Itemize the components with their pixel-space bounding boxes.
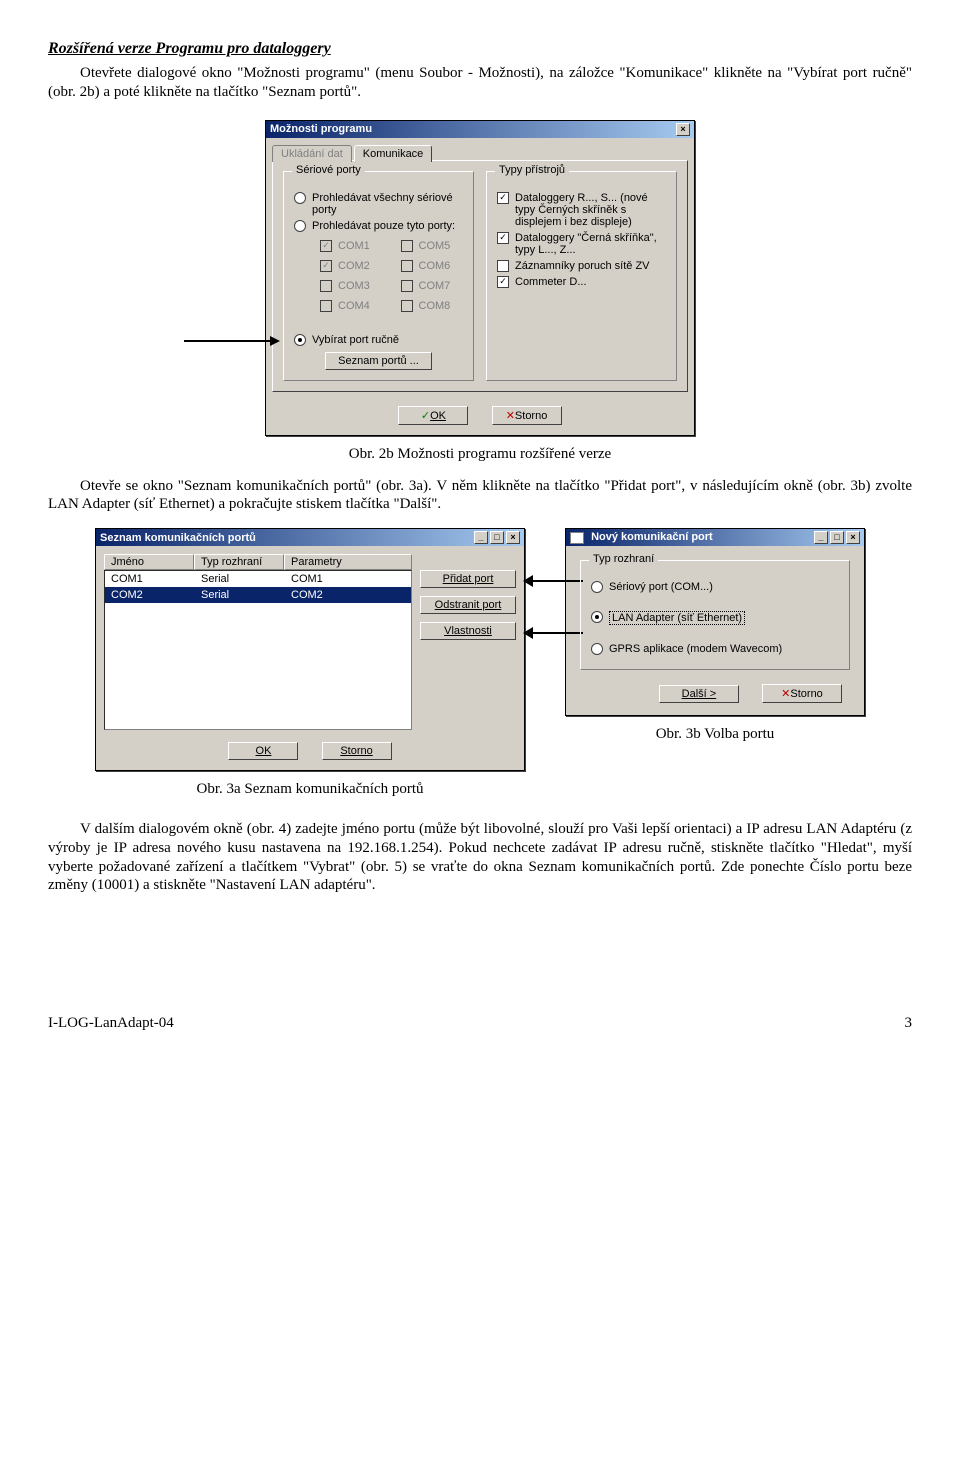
tab-communication[interactable]: Komunikace (354, 145, 433, 162)
group-interface-type: Typ rozhraní Sériový port (COM...) LAN A… (580, 560, 850, 670)
cancel-button[interactable]: Storno (492, 406, 562, 425)
arrow-indicator-3 (523, 627, 583, 639)
cancel-button[interactable]: Storno (322, 742, 392, 760)
minimize-icon[interactable]: _ (814, 531, 828, 544)
port-list[interactable]: COM1 Serial COM1 COM2 Serial COM2 (104, 570, 412, 730)
list-item[interactable]: COM2 Serial COM2 (105, 587, 411, 603)
radio-lan-adapter[interactable]: LAN Adapter (síť Ethernet) (591, 611, 839, 625)
tab-saving[interactable]: Ukládání dat (272, 145, 352, 162)
arrow-indicator-2 (523, 575, 583, 587)
radio-scan-all[interactable]: Prohledávat všechny sériové porty (294, 192, 463, 216)
ok-button[interactable]: OK (398, 406, 468, 425)
figure-2b: Možnosti programu × Ukládání dat Komunik… (48, 120, 912, 436)
dialog-options: Možnosti programu × Ukládání dat Komunik… (265, 120, 695, 436)
caption-2b: Obr. 2b Možnosti programu rozšířené verz… (48, 446, 912, 463)
button-port-list[interactable]: Seznam portů ... (325, 352, 432, 370)
dialog-3b-title: Nový komunikační port (570, 531, 713, 543)
maximize-icon[interactable]: □ (490, 531, 504, 544)
dialog-new-port: Nový komunikační port _ □ × Typ rozhraní… (565, 528, 865, 716)
page-footer: I-LOG-LanAdapt-04 3 (48, 1015, 912, 1032)
group-device-types: Typy přístrojů ✓Dataloggery R..., S... (… (486, 171, 677, 381)
ok-button[interactable]: OK (228, 742, 298, 760)
list-item[interactable]: COM1 Serial COM1 (105, 571, 411, 587)
group-serial-ports: Sériové porty Prohledávat všechny sériov… (283, 171, 474, 381)
group-3b-legend: Typ rozhraní (589, 553, 658, 565)
dialog-3a-title: Seznam komunikačních portů (100, 532, 256, 544)
maximize-icon[interactable]: □ (830, 531, 844, 544)
group-serial-legend: Sériové porty (292, 164, 365, 176)
radio-gprs[interactable]: GPRS aplikace (modem Wavecom) (591, 643, 839, 655)
footer-page-number: 3 (905, 1015, 913, 1032)
list-header: Jméno Typ rozhraní Parametry (104, 554, 412, 570)
footer-doc-id: I-LOG-LanAdapt-04 (48, 1015, 174, 1032)
paragraph-2: Otevře se okno "Seznam komunikačních por… (48, 477, 912, 515)
button-remove-port[interactable]: Odstranit port (420, 596, 516, 614)
check-type3[interactable]: Záznamníky poruch sítě ZV (497, 260, 666, 272)
button-add-port[interactable]: Přidat port (420, 570, 516, 588)
check-type2[interactable]: ✓Dataloggery "Černá skříňka", typy L...,… (497, 232, 666, 256)
section-heading: Rozšířená verze Programu pro dataloggery (48, 40, 912, 58)
group-types-legend: Typy přístrojů (495, 164, 569, 176)
close-icon[interactable]: × (506, 531, 520, 544)
cancel-button[interactable]: Storno (762, 684, 842, 703)
paragraph-3: V dalším dialogovém okně (obr. 4) zadejt… (48, 820, 912, 895)
radio-serial[interactable]: Sériový port (COM...) (591, 581, 839, 593)
paragraph-1: Otevřete dialogové okno "Možnosti progra… (48, 64, 912, 102)
check-type1[interactable]: ✓Dataloggery R..., S... (nové typy Černý… (497, 192, 666, 228)
port-checkbox-grid: ✓COM1 COM5 ✓COM2 COM6 COM3 COM7 COM4 COM… (320, 236, 463, 316)
dialog-port-list: Seznam komunikačních portů _ □ × Jméno T… (95, 528, 525, 771)
caption-3a: Obr. 3a Seznam komunikačních portů (95, 781, 525, 798)
arrow-indicator-1 (184, 336, 280, 346)
radio-scan-these[interactable]: Prohledávat pouze tyto porty: (294, 220, 463, 232)
minimize-icon[interactable]: _ (474, 531, 488, 544)
radio-manual-port[interactable]: Vybírat port ručně (294, 334, 463, 346)
close-icon[interactable]: × (676, 123, 690, 136)
check-type4[interactable]: ✓Commeter D... (497, 276, 666, 288)
dialog-title: Možnosti programu (270, 123, 372, 135)
dialog-icon (570, 532, 584, 544)
button-properties[interactable]: Vlastnosti (420, 622, 516, 640)
next-button[interactable]: Další > (659, 685, 739, 703)
caption-3b: Obr. 3b Volba portu (565, 726, 865, 743)
close-icon[interactable]: × (846, 531, 860, 544)
